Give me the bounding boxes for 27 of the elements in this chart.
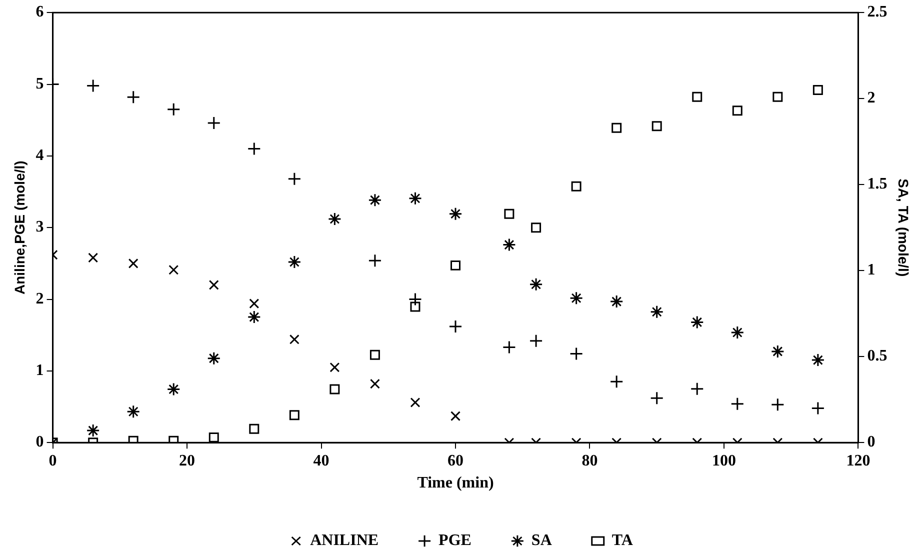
- y2-tick-label: 2.5: [867, 4, 888, 21]
- x-axis-title: Time (min): [417, 474, 494, 492]
- y2-tick-label: 2: [867, 90, 876, 107]
- legend-label: TA: [612, 532, 634, 550]
- y2-tick-label: 0.5: [867, 348, 888, 365]
- y-tick-label: 4: [36, 147, 44, 164]
- x-tick-label: 60: [448, 452, 464, 470]
- y-tick-label: 1: [36, 362, 44, 380]
- y-tick-label: 0: [36, 434, 44, 451]
- legend-label: PGE: [438, 532, 472, 550]
- x-tick-label: 100: [712, 452, 736, 470]
- x-tick-label: 120: [846, 452, 870, 470]
- x-tick-label: 0: [48, 452, 57, 470]
- legend-label: SA: [531, 532, 552, 550]
- y-axis-title: Aniline,PGE (mole/l): [11, 160, 28, 294]
- y-tick-label: 3: [36, 218, 44, 236]
- x-tick-label: 80: [582, 452, 598, 470]
- x-tick-label: 40: [313, 452, 330, 470]
- y2-axis-title: SA, TA (mole/l): [896, 178, 912, 277]
- y2-tick-label: 1.5: [867, 176, 888, 193]
- y2-tick-label: 0: [867, 434, 876, 451]
- y-tick-label: 2: [36, 290, 44, 308]
- x-tick-label: 20: [179, 452, 196, 470]
- y-tick-label: 6: [36, 4, 44, 21]
- y-tick-label: 5: [36, 75, 44, 92]
- legend-label: ANILINE: [310, 532, 379, 550]
- y2-tick-label: 1: [867, 262, 876, 279]
